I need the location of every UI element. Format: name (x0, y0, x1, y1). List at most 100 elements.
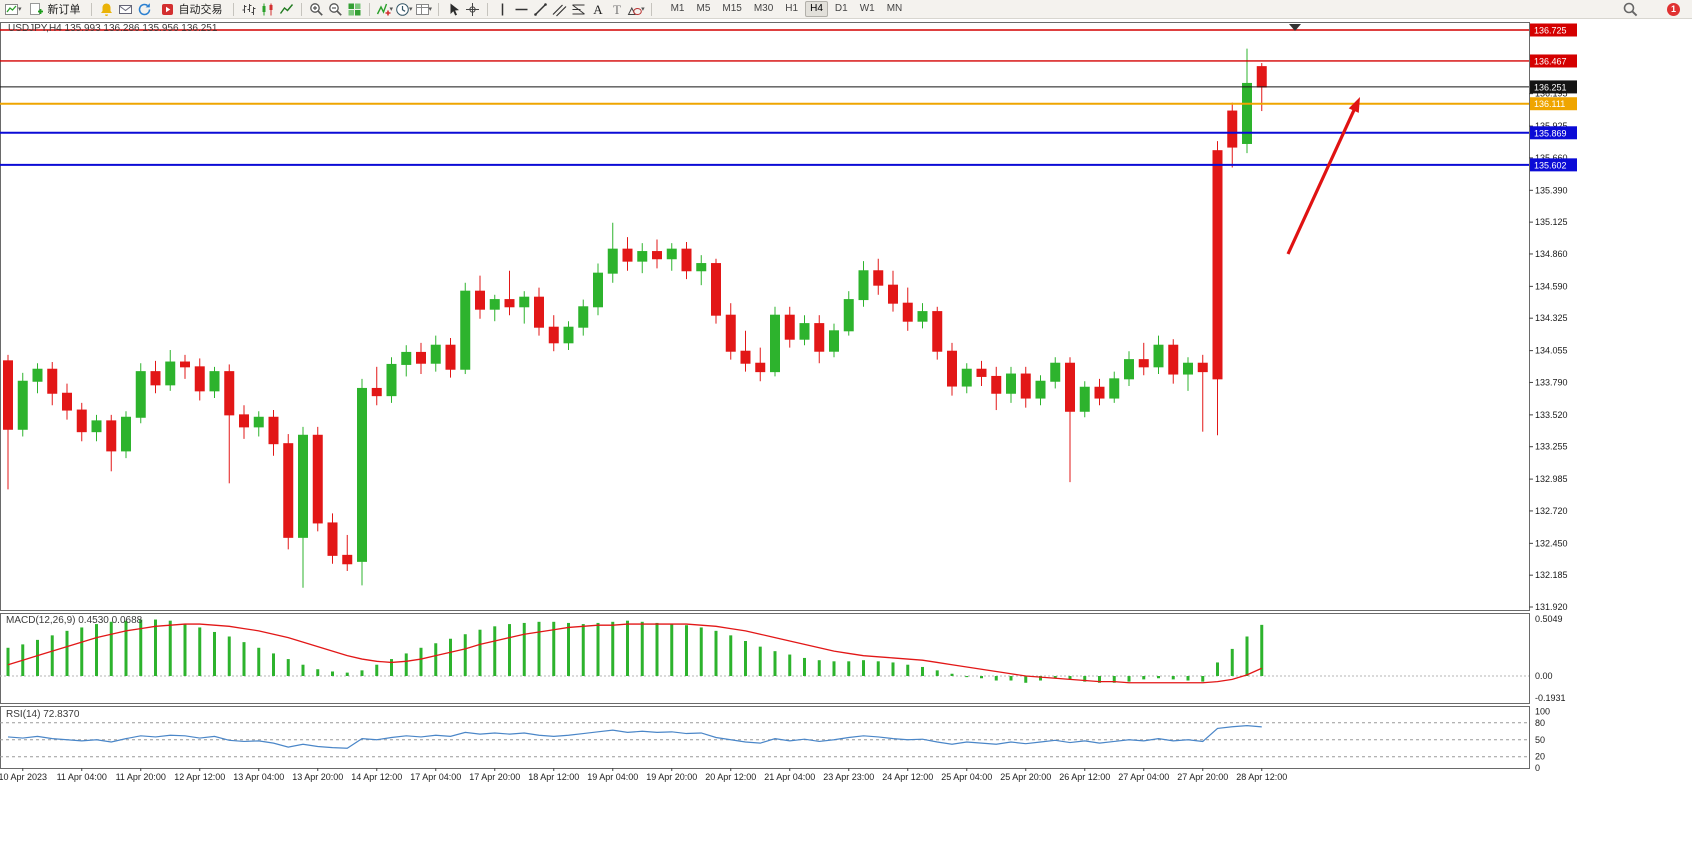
price-label: 132.450 (1535, 538, 1568, 548)
time-label: 25 Apr 04:00 (941, 772, 992, 782)
price-label: 133.520 (1535, 410, 1568, 420)
trend-arrow[interactable] (1286, 103, 1359, 255)
candle-body (62, 392, 72, 411)
candle-body (357, 387, 367, 562)
time-label: 13 Apr 04:00 (233, 772, 284, 782)
rsi-panel[interactable] (0, 706, 1530, 769)
chevron-down-icon: ▾ (641, 6, 645, 13)
new-order-button[interactable]: 新订单 (24, 1, 85, 17)
new-chart-icon[interactable]: ▾ (4, 1, 22, 17)
price-label: 135.925 (1535, 121, 1568, 131)
timeframe-m1[interactable]: M1 (670, 3, 685, 14)
price-flag-label: 136.111 (1534, 99, 1565, 109)
time-label: 17 Apr 04:00 (410, 772, 461, 782)
price-label: 132.720 (1535, 506, 1568, 516)
cursor-icon[interactable] (445, 1, 462, 17)
text-icon[interactable]: A (589, 1, 606, 17)
price-label: 134.325 (1535, 313, 1568, 323)
rsi-scale-label: 0 (1535, 763, 1540, 773)
timeframe-d1[interactable]: D1 (834, 3, 848, 14)
templates-icon[interactable]: ▾ (415, 1, 432, 17)
candle-body (1256, 66, 1267, 88)
bar-chart-icon[interactable] (240, 1, 257, 17)
macd-panel[interactable] (0, 613, 1530, 704)
candle-body (121, 416, 131, 452)
search-icon[interactable] (1622, 1, 1639, 17)
candle-body (371, 387, 382, 397)
candle-body (593, 272, 603, 308)
timeframe-h1[interactable]: H1 (785, 3, 799, 14)
rsi-scale-label: 50 (1535, 735, 1545, 745)
time-label: 24 Apr 12:00 (882, 772, 933, 782)
candle-body (1124, 359, 1134, 380)
label-icon[interactable]: T (608, 1, 625, 17)
notification-badge[interactable]: 1 (1667, 2, 1680, 16)
candle-body (666, 248, 677, 260)
toolbar-separator (300, 2, 302, 16)
periods-icon[interactable]: ▾ (395, 1, 413, 17)
candle-body (489, 299, 500, 310)
time-label: 11 Apr 04:00 (57, 772, 107, 782)
candle-body (902, 302, 913, 322)
candle-body (1227, 110, 1238, 148)
chart-title: USDJPY,H4 135.993 136.286 135.956 136.25… (8, 23, 218, 34)
toolbar-separator (90, 2, 92, 16)
scale-shift-marker[interactable] (1289, 24, 1301, 31)
timeframe-m15[interactable]: M15 (722, 3, 742, 14)
candle-body (1050, 362, 1061, 382)
indicators-icon[interactable]: ▾ (376, 1, 393, 17)
vertical-line-icon[interactable] (494, 1, 511, 17)
tile-windows-icon[interactable] (346, 1, 363, 17)
candle-body (239, 414, 249, 428)
price-flag-label: 135.602 (1534, 160, 1567, 170)
svg-text:T: T (613, 2, 621, 17)
rsi-line (7, 725, 1262, 749)
main-panel[interactable] (0, 22, 1530, 611)
zoom-out-icon[interactable] (327, 1, 344, 17)
price-label: 134.590 (1535, 281, 1568, 291)
candle-body (1020, 373, 1031, 399)
candle-body (504, 299, 515, 308)
timeframe-mn[interactable]: MN (886, 3, 903, 14)
candle-body (416, 351, 426, 364)
timeframe-w1[interactable]: W1 (859, 3, 875, 14)
alerts-icon[interactable] (98, 1, 115, 17)
toolbar-separator (487, 2, 489, 16)
candle-body (298, 434, 308, 538)
candle-body (1006, 373, 1016, 394)
candle-body (917, 311, 928, 322)
toolbar-item-group: ▾ 新订单 自动交易 ▾ ▾ ▾ A T ▾ (4, 1, 656, 17)
timeframe-h4[interactable]: H4 (805, 1, 828, 17)
autotrade-button[interactable]: 自动交易 (155, 1, 227, 17)
zoom-in-icon[interactable] (308, 1, 325, 17)
refresh-icon[interactable] (136, 1, 153, 17)
trendline-icon[interactable] (532, 1, 549, 17)
timeframe-m5[interactable]: M5 (696, 3, 711, 14)
horizontal-line-icon[interactable] (513, 1, 530, 17)
candle-body (268, 416, 279, 445)
timeframe-m30[interactable]: M30 (753, 3, 774, 14)
line-chart-icon[interactable] (278, 1, 295, 17)
candle-body (312, 434, 323, 524)
mailbox-icon[interactable] (117, 1, 134, 17)
candle-body (829, 330, 839, 352)
candle-body (1065, 362, 1075, 412)
channel-icon[interactable] (551, 1, 568, 17)
candle-body (740, 350, 751, 364)
candle-body (47, 368, 58, 394)
autotrade-button-label: 自动交易 (178, 4, 223, 16)
macd-scale-label: -0.1931 (1535, 693, 1566, 703)
candlestick-chart-icon[interactable] (259, 1, 276, 17)
crosshair-icon[interactable] (464, 1, 481, 17)
candle-body (976, 368, 987, 377)
new-order-button-label: 新订单 (47, 4, 81, 16)
shapes-icon[interactable]: ▾ (627, 1, 645, 17)
time-label: 17 Apr 20:00 (469, 772, 520, 782)
candle-body (209, 371, 220, 392)
candle-body (814, 323, 825, 352)
fibonacci-icon[interactable] (570, 1, 587, 17)
toolbar-separator (438, 2, 440, 16)
candle-body (1035, 380, 1046, 399)
time-label: 25 Apr 20:00 (1000, 772, 1051, 782)
